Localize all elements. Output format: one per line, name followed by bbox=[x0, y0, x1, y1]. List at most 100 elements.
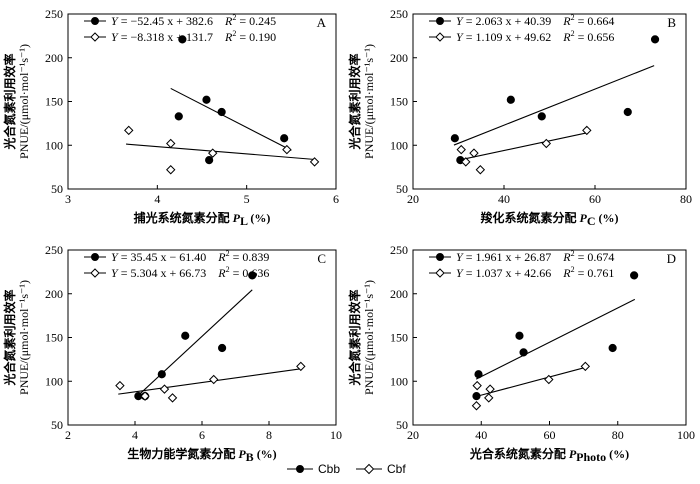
y-tick-label-b: 200 bbox=[390, 51, 408, 65]
equation-cbf-d: Y = 1.037 x + 42.66 R2 = 0.761 bbox=[456, 265, 614, 280]
eq-r-cbb-b: R bbox=[551, 14, 571, 28]
y-tick-label-d: 150 bbox=[390, 331, 408, 345]
x-axis-label-text-c: 生物力能学氮素分配 bbox=[127, 446, 235, 461]
fit-line-cbf-a bbox=[126, 143, 314, 160]
x-tick-label-d: 100 bbox=[677, 428, 695, 442]
equation-cbb-d: Y = 1.961 x + 26.87 R2 = 0.674 bbox=[456, 249, 614, 264]
legend-cbf-marker bbox=[363, 463, 375, 475]
point-cbb-c bbox=[157, 370, 166, 379]
x-tick-label-b: 60 bbox=[589, 192, 601, 206]
eq-y-cbb-d: Y bbox=[456, 250, 464, 264]
point-cbf-a bbox=[309, 157, 320, 167]
point-cbb-a bbox=[217, 107, 226, 117]
point-cbf-d bbox=[484, 393, 494, 403]
x-tick-label-a: 4 bbox=[154, 192, 160, 206]
point-cbb-d bbox=[472, 392, 481, 401]
point-cbb-a bbox=[280, 134, 289, 143]
x-axis-label-b: 羧化系统氮素分配 PC (%) bbox=[480, 210, 618, 228]
y-tick-label-c: 200 bbox=[45, 287, 63, 301]
point-cbb-c bbox=[248, 271, 257, 280]
point-cbf-a bbox=[124, 125, 134, 136]
point-cbf-b bbox=[582, 125, 592, 136]
y-tick-label-a: 100 bbox=[45, 138, 63, 152]
point-cbb-a bbox=[202, 95, 211, 104]
y-tick-label-c: 150 bbox=[45, 331, 63, 345]
point-cbf-b bbox=[475, 165, 486, 175]
point-cbf-c bbox=[296, 361, 306, 372]
point-cbb-a bbox=[205, 156, 214, 165]
point-cbf-b bbox=[541, 138, 552, 149]
y-axis-label-cn-c: 光合氮素利用效率 bbox=[2, 289, 17, 386]
panel-letter-c: C bbox=[317, 251, 326, 266]
eq-y-cbf-a: Y bbox=[111, 30, 119, 44]
y-tick-label-c: 50 bbox=[51, 418, 63, 432]
eq-r-cbf-a: R bbox=[213, 30, 233, 44]
eq-rhs-cbf-b: = 1.109 x + 49.62 bbox=[463, 30, 552, 44]
point-cbf-b bbox=[469, 148, 479, 158]
x-tick-label-d: 20 bbox=[407, 428, 419, 442]
fit-line-cbf-c bbox=[118, 368, 303, 395]
point-cbf-d bbox=[471, 401, 482, 411]
eq-r-cbf-c: R bbox=[206, 266, 226, 280]
y-tick-label-c: 250 bbox=[45, 243, 63, 257]
eq-r2-cbb-d: = 0.674 bbox=[575, 250, 615, 264]
point-cbb-a bbox=[178, 35, 187, 44]
point-cbf-c bbox=[159, 384, 170, 394]
y-tick-label-a: 200 bbox=[45, 51, 63, 65]
eq-y-cbf-d: Y bbox=[456, 266, 464, 280]
point-cbb-b bbox=[450, 134, 459, 143]
eq-rhs-cbb-b: = 2.063 x + 40.39 bbox=[463, 14, 552, 28]
point-cbf-d bbox=[544, 374, 554, 385]
x-tick-label-c: 8 bbox=[266, 428, 272, 442]
eq-rhs-cbb-c: = 35.45 x − 61.40 bbox=[118, 250, 207, 264]
point-cbf-b bbox=[461, 157, 471, 167]
point-cbf-a bbox=[166, 165, 176, 175]
point-cbb-c bbox=[181, 331, 190, 340]
x-axis-subscript-c: B bbox=[246, 450, 254, 464]
y-tick-label-b: 150 bbox=[390, 95, 408, 109]
panel-letter-b: B bbox=[667, 15, 676, 30]
x-axis-symbol-b: P bbox=[577, 211, 588, 225]
y-tick-label-a: 250 bbox=[45, 7, 63, 21]
y-axis-label-unit-d: PNUE/(μmol·mol⁻¹s⁻¹) bbox=[362, 280, 376, 395]
y-tick-label-d: 100 bbox=[390, 374, 408, 388]
y-tick-label-b: 100 bbox=[390, 138, 408, 152]
y-tick-label-d: 50 bbox=[396, 418, 408, 432]
point-cbb-b bbox=[506, 95, 515, 104]
equation-cbb-b: Y = 2.063 x + 40.39 R2 = 0.664 bbox=[456, 13, 614, 28]
y-axis-label-cn-b: 光合氮素利用效率 bbox=[347, 53, 362, 150]
fit-line-cbf-d bbox=[475, 366, 586, 398]
panel-letter-a: A bbox=[317, 15, 327, 30]
point-cbb-d bbox=[630, 271, 639, 280]
eq-key-marker-cbb-b bbox=[436, 17, 444, 25]
eq-r-sup-cbf-b: 2 bbox=[571, 29, 575, 38]
eq-key-marker-cbf-d bbox=[435, 268, 445, 278]
y-tick-label-b: 50 bbox=[396, 182, 408, 196]
eq-key-marker-cbf-c bbox=[90, 268, 100, 278]
x-tick-label-c: 4 bbox=[132, 428, 138, 442]
y-axis-label-unit-c: PNUE/(μmol·mol⁻¹s⁻¹) bbox=[17, 280, 31, 395]
x-tick-label-b: 80 bbox=[680, 192, 692, 206]
eq-y-cbb-a: Y bbox=[111, 14, 119, 28]
panel-a: 50 100 150 200 250 3 4 5 6 A 捕光系统氮素分配 PL (%) 光合氮素利用… bbox=[2, 7, 339, 228]
x-tick-label-d: 60 bbox=[544, 428, 556, 442]
point-cbb-d bbox=[519, 348, 528, 357]
point-cbb-a bbox=[174, 112, 183, 121]
equation-cbf-c: Y = 5.304 x + 66.73 R2 = 0.636 bbox=[111, 265, 269, 280]
x-axis-subscript-b: C bbox=[587, 214, 596, 228]
y-axis-label-cn-a: 光合氮素利用效率 bbox=[2, 53, 17, 150]
eq-r-cbf-d: R bbox=[551, 266, 571, 280]
panel-letter-d: D bbox=[667, 251, 676, 266]
y-tick-label-d: 200 bbox=[390, 287, 408, 301]
eq-y-cbb-c: Y bbox=[111, 250, 119, 264]
x-tick-label-c: 6 bbox=[199, 428, 205, 442]
x-tick-label-d: 40 bbox=[475, 428, 487, 442]
eq-r2-cbf-d: = 0.761 bbox=[575, 266, 615, 280]
x-axis-subscript-d: Photo bbox=[576, 450, 606, 464]
point-cbb-d bbox=[474, 370, 483, 379]
legend-cbf-label: Cbf bbox=[387, 462, 406, 476]
point-cbf-b bbox=[456, 144, 466, 155]
eq-r-sup-cbb-b: 2 bbox=[571, 13, 575, 22]
y-tick-label-a: 150 bbox=[45, 95, 63, 109]
